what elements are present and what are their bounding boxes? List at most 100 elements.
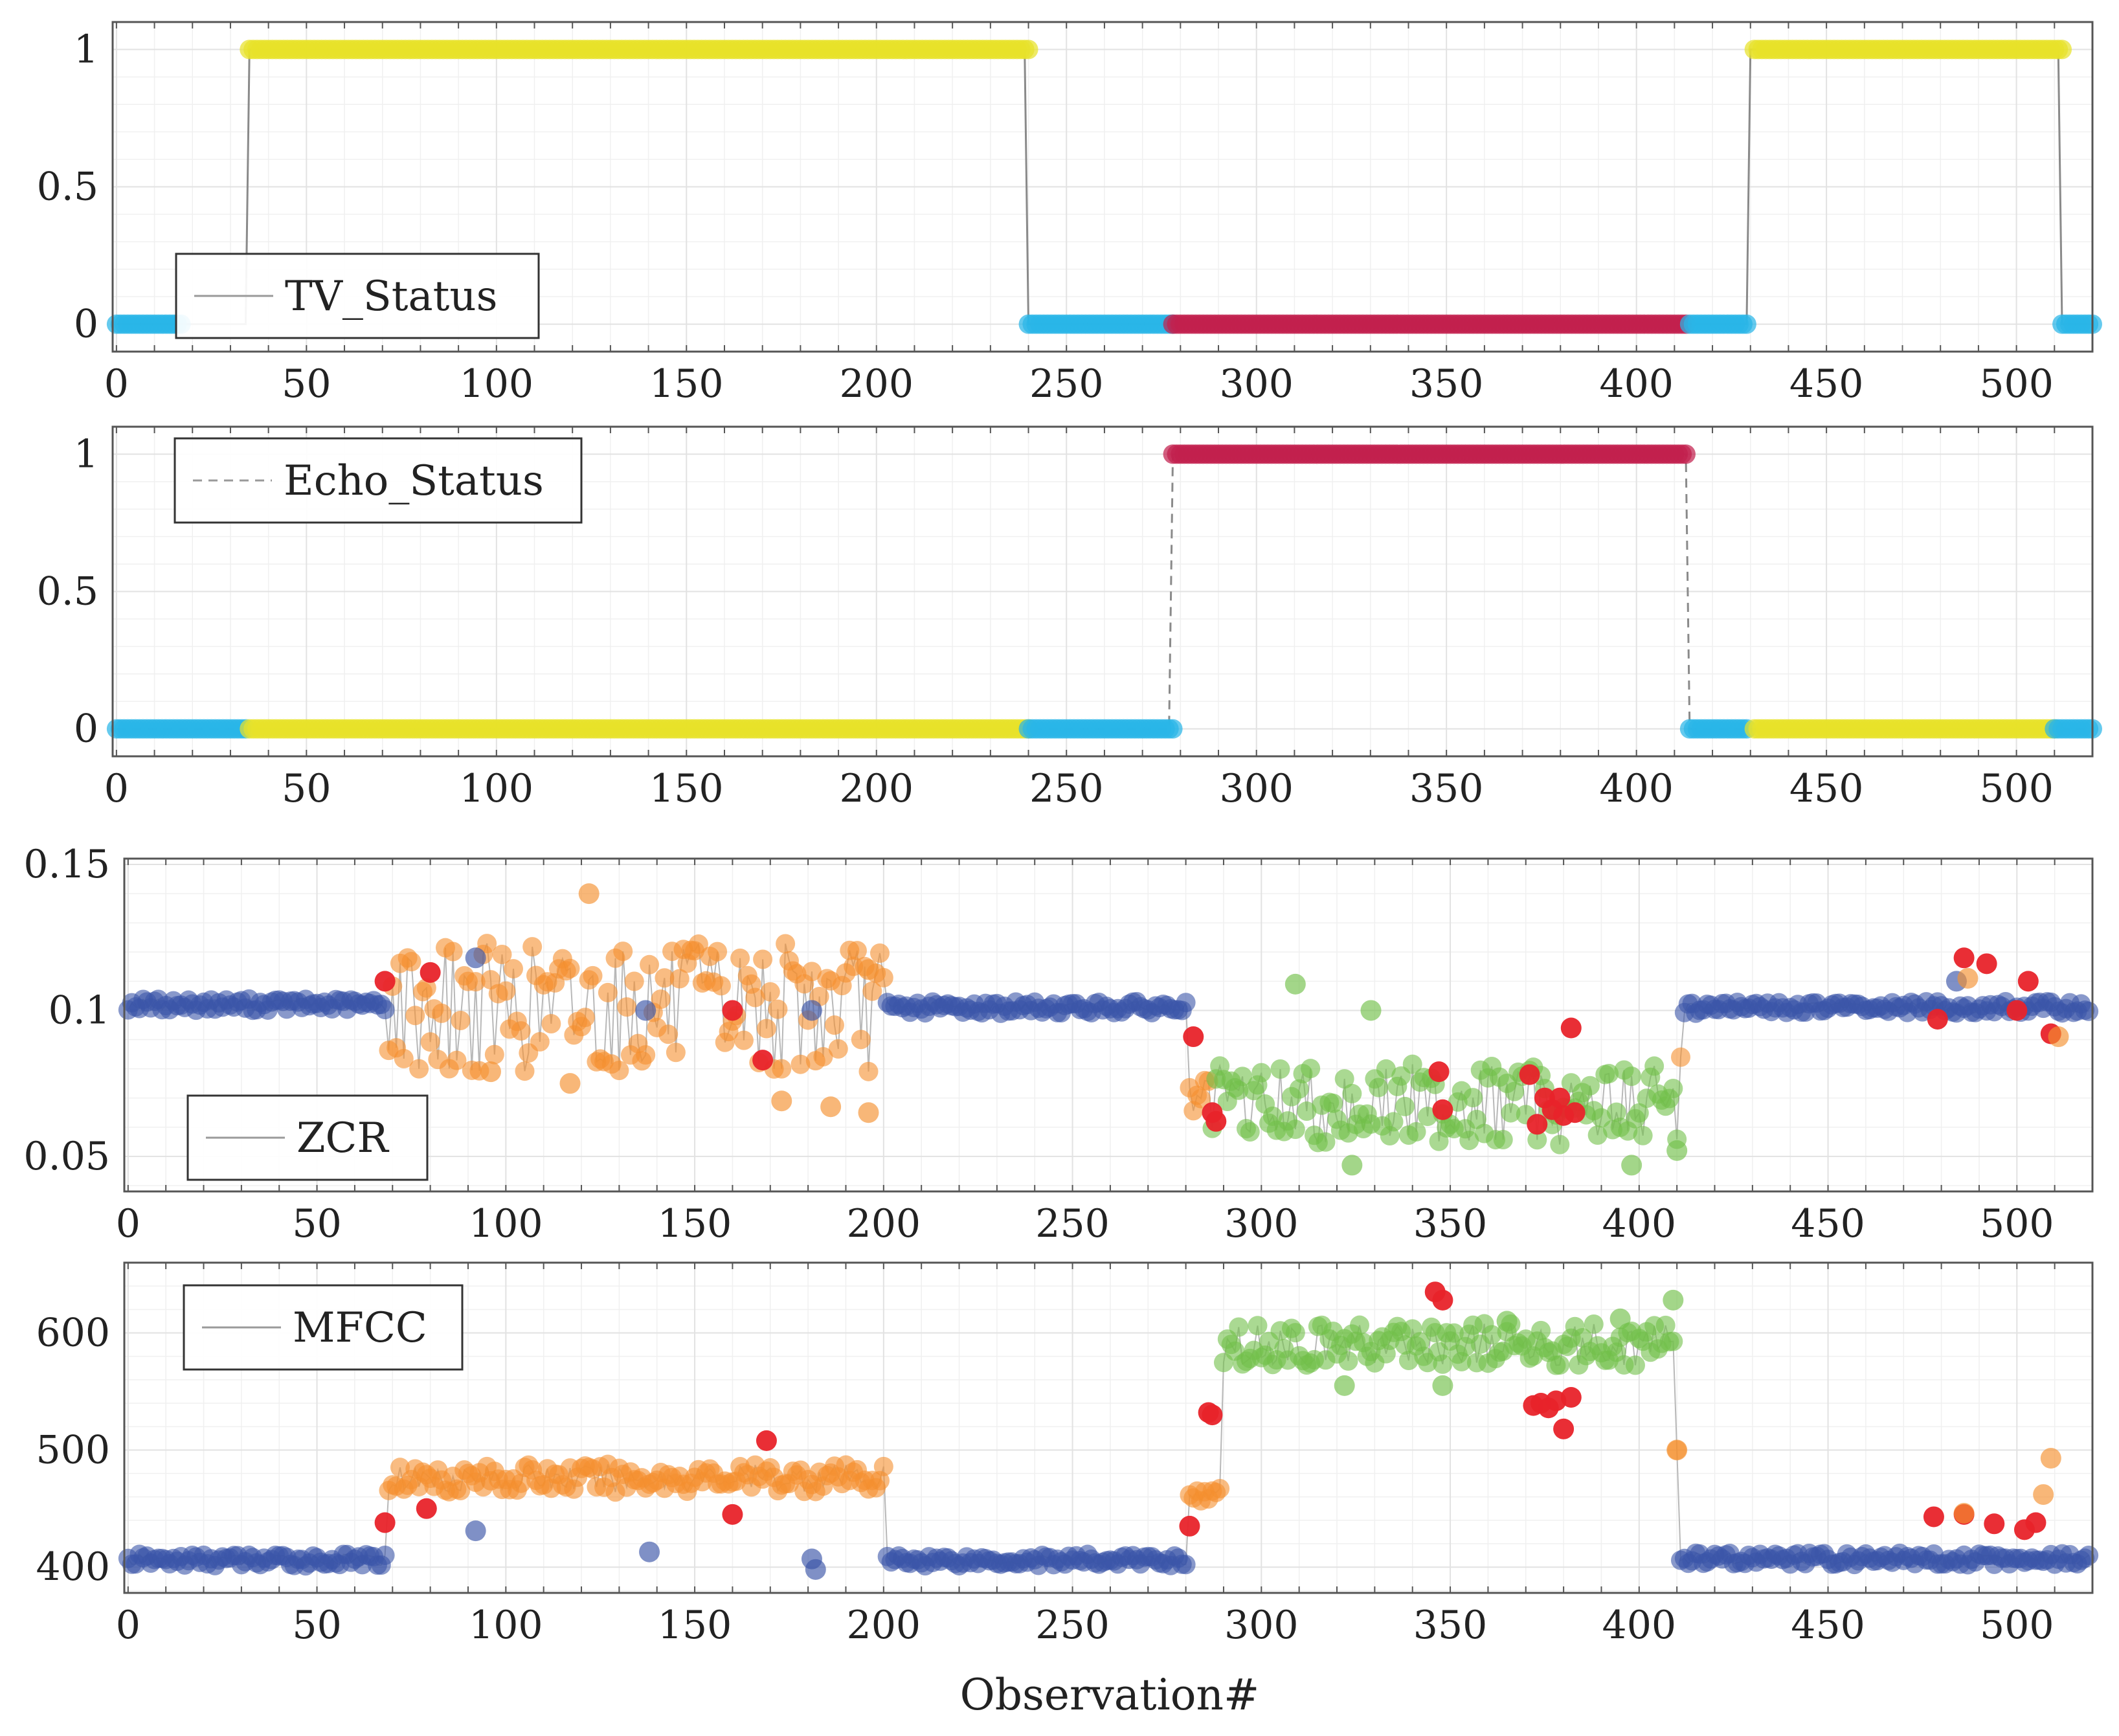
feature-point: [609, 1061, 629, 1081]
x-tick-label: 500: [1980, 1603, 2054, 1648]
feature-point: [824, 1015, 844, 1035]
x-tick-label: 150: [649, 766, 724, 811]
feature-point: [578, 883, 600, 905]
x-tick-label: 50: [292, 1201, 341, 1246]
feature-point: [2079, 1545, 2099, 1565]
anomaly-point: [1560, 1386, 1582, 1408]
x-axis-label: Observation#: [960, 1670, 1260, 1720]
x-tick-label: 150: [658, 1603, 732, 1648]
feature-point: [416, 978, 436, 998]
feature-point: [1663, 1078, 1683, 1098]
feature-point: [1463, 1088, 1483, 1108]
x-tick-label: 450: [1789, 766, 1864, 811]
feature-point: [503, 959, 523, 979]
feature-point: [1285, 1120, 1305, 1140]
feature-point: [1384, 1112, 1404, 1132]
x-tick-label: 250: [1029, 361, 1104, 407]
x-tick-label: 200: [840, 766, 914, 811]
x-tick-label: 0: [104, 361, 129, 407]
feature-point: [1957, 967, 1979, 989]
status-point: [1163, 719, 1183, 739]
feature-point: [401, 952, 421, 972]
legend-label: Echo_Status: [284, 457, 544, 505]
feature-point: [851, 1030, 871, 1050]
feature-point: [801, 1000, 822, 1021]
legend-label: TV_Status: [285, 273, 497, 321]
feature-point: [1501, 1103, 1521, 1123]
feature-point: [688, 934, 708, 954]
anomaly-point: [2006, 1000, 2028, 1021]
legend: MFCC: [183, 1284, 464, 1371]
echo-status-panel: 0 50 100 150 200 250 300 350 400 450 500 0 0.5 1 Echo_…: [37, 425, 2102, 811]
feature-point: [511, 1473, 531, 1493]
x-tick-label: 400: [1602, 1603, 1677, 1648]
feature-point: [1444, 1323, 1464, 1343]
feature-point: [708, 941, 728, 962]
anomaly-point: [1183, 1026, 1204, 1048]
feature-point: [583, 965, 603, 986]
y-tick-label: 0.5: [37, 569, 98, 614]
feature-point: [613, 941, 633, 962]
tv-status-panel: 0 50 100 150 200 250 300 350 400 450 500 0 0.5 1 TV_St…: [37, 21, 2102, 407]
feature-point: [862, 981, 882, 1001]
x-tick-label: 500: [1980, 1201, 2054, 1246]
feature-point: [522, 937, 543, 957]
feature-point: [1341, 1155, 1363, 1176]
feature-point: [451, 1010, 471, 1030]
x-tick-label: 350: [1413, 1603, 1488, 1648]
legend: ZCR: [186, 1094, 429, 1181]
feature-point: [1663, 1289, 1684, 1311]
anomaly-point: [1976, 953, 1997, 975]
feature-point: [1953, 1503, 1975, 1524]
feature-point: [1285, 1323, 1305, 1343]
anomaly-point: [722, 1504, 743, 1525]
y-tick-label: 400: [36, 1544, 110, 1590]
feature-point: [635, 1000, 656, 1021]
feature-point: [776, 934, 796, 954]
x-tick-label: 100: [460, 766, 534, 811]
anomaly-point: [374, 971, 396, 992]
feature-point: [394, 1048, 414, 1068]
feature-point: [1376, 1059, 1396, 1079]
feature-point: [420, 1032, 440, 1052]
feature-point: [1622, 1066, 1642, 1087]
feature-point: [1587, 1125, 1608, 1145]
y-tick-label: 1: [74, 431, 98, 477]
x-tick-label: 100: [469, 1201, 543, 1246]
anomaly-point: [1549, 1087, 1571, 1109]
feature-point: [1452, 1351, 1472, 1371]
axes-frame: [111, 21, 2094, 353]
anomaly-point: [1428, 1061, 1450, 1083]
feature-point: [1655, 1315, 1676, 1335]
feature-point: [1580, 1076, 1600, 1096]
feature-point: [858, 1102, 879, 1123]
feature-point: [1633, 1125, 1653, 1145]
y-tick-label: 600: [36, 1311, 110, 1356]
feature-point: [1176, 993, 1196, 1013]
status-point: [1018, 39, 1038, 60]
feature-point: [375, 1545, 395, 1565]
x-tick-label: 100: [460, 361, 534, 407]
feature-point: [753, 949, 773, 969]
anomaly-point: [2025, 1512, 2046, 1533]
feature-point: [1251, 1063, 1272, 1083]
anomaly-point: [2017, 971, 2039, 992]
feature-point: [1505, 1081, 1525, 1101]
x-tick-label: 300: [1219, 766, 1294, 811]
feature-point: [511, 1021, 531, 1041]
x-tick-label: 200: [847, 1201, 921, 1246]
feature-point: [1666, 1439, 1688, 1461]
feature-point: [745, 987, 765, 1008]
feature-point: [734, 1030, 754, 1050]
anomaly-point: [1432, 1099, 1453, 1120]
feature-point: [1176, 1555, 1196, 1575]
x-tick-label: 50: [292, 1603, 341, 1648]
feature-point: [1496, 1311, 1518, 1332]
feature-point: [515, 1061, 535, 1081]
feature-point: [1550, 1355, 1570, 1375]
feature-point: [1210, 1478, 1230, 1498]
x-tick-label: 400: [1599, 766, 1674, 811]
feature-point: [1369, 1077, 1389, 1098]
feature-point: [1666, 1140, 1688, 1161]
